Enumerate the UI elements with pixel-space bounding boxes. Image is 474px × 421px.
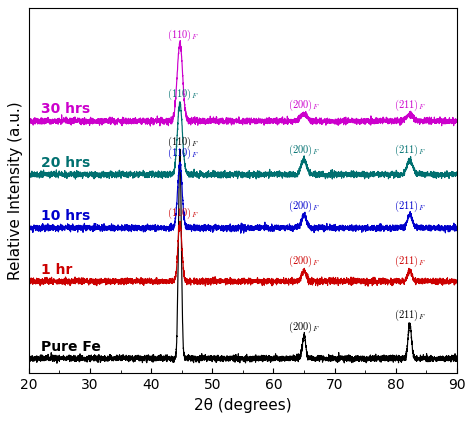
X-axis label: 2θ (degrees): 2θ (degrees) — [194, 398, 292, 413]
Text: $(200)_F$: $(200)_F$ — [288, 98, 320, 113]
Text: 30 hrs: 30 hrs — [41, 102, 90, 116]
Text: $(211)_F$: $(211)_F$ — [394, 198, 426, 213]
Text: $(110)_F$: $(110)_F$ — [167, 134, 199, 149]
Text: $(110)_F$: $(110)_F$ — [167, 87, 199, 102]
Text: $(200)_F$: $(200)_F$ — [288, 254, 320, 269]
Text: $(200)_F$: $(200)_F$ — [288, 143, 320, 158]
Text: $(211)_F$: $(211)_F$ — [394, 254, 426, 269]
Text: $(110)_F$: $(110)_F$ — [167, 205, 199, 221]
Text: $(200)_F$: $(200)_F$ — [288, 198, 320, 213]
Text: $(211)_F$: $(211)_F$ — [394, 143, 426, 158]
Text: $(200)_F$: $(200)_F$ — [288, 320, 320, 335]
Text: 1 hr: 1 hr — [41, 263, 73, 277]
Text: $(110)_F$: $(110)_F$ — [167, 27, 199, 43]
Y-axis label: Relative Intensity (a.u.): Relative Intensity (a.u.) — [9, 101, 23, 280]
Text: 10 hrs: 10 hrs — [41, 209, 91, 223]
Text: 20 hrs: 20 hrs — [41, 156, 91, 170]
Text: $(211)_F$: $(211)_F$ — [394, 98, 426, 113]
Text: $(110)_F$: $(110)_F$ — [167, 146, 199, 161]
Text: Pure Fe: Pure Fe — [41, 340, 101, 354]
Text: $(211)_F$: $(211)_F$ — [394, 307, 426, 323]
